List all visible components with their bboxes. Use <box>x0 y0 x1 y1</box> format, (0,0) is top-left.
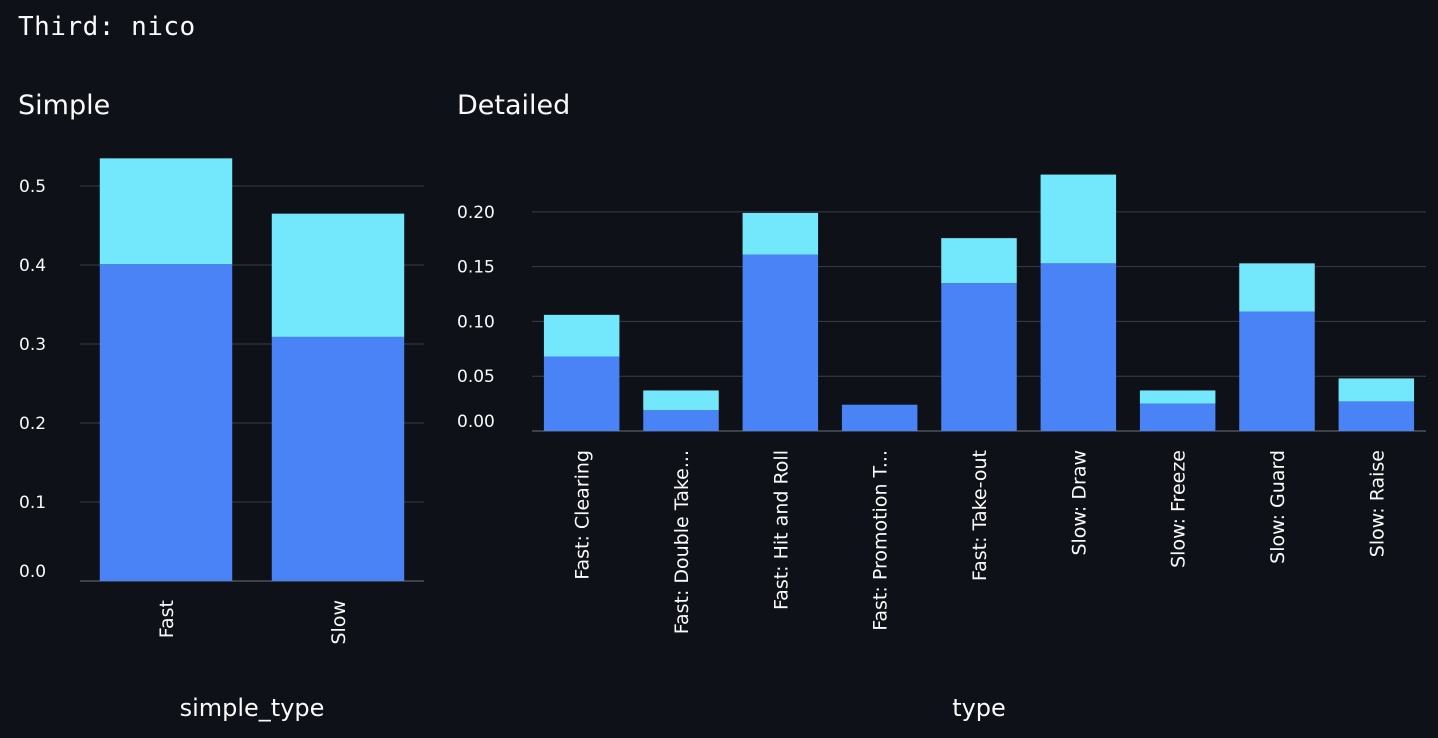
bar-fast-take-out-series-2 <box>941 238 1017 284</box>
x-tick-label: Fast: Clearing <box>572 450 594 580</box>
bar-slow-series-2 <box>271 213 405 337</box>
y-tick-label: 0.00 <box>457 412 495 432</box>
x-tick-label: Slow <box>328 600 350 645</box>
bar-fast-promotion-t-series-1 <box>841 404 918 431</box>
bar-slow-freeze-series-2 <box>1139 390 1216 404</box>
bar-fast-hit-and-roll-series-2 <box>742 212 819 255</box>
x-tick-label: Fast <box>156 600 178 638</box>
bar-slow-raise-series-2 <box>1338 378 1415 402</box>
x-tick-label: Fast: Take-out <box>969 450 991 581</box>
x-axis-title: type <box>952 694 1006 722</box>
x-tick-label: Fast: Hit and Roll <box>770 450 792 610</box>
bar-fast-take-out-series-1 <box>941 283 1017 431</box>
x-tick-label: Slow: Freeze <box>1168 450 1190 568</box>
x-tick-label: Slow: Guard <box>1267 450 1289 564</box>
bar-fast-clearing-series-1 <box>543 356 620 431</box>
y-tick-label: 0.5 <box>19 177 46 197</box>
x-axis-title: simple_type <box>180 694 325 722</box>
y-tick-label: 0.20 <box>457 203 495 223</box>
y-tick-label: 0.0 <box>19 562 46 582</box>
x-tick-label: Fast: Double Take... <box>671 450 693 634</box>
y-tick-label: 0.3 <box>19 335 46 355</box>
y-tick-label: 0.10 <box>457 312 495 332</box>
detailed-chart-title: Detailed <box>457 90 571 121</box>
bar-slow-guard-series-2 <box>1239 263 1315 312</box>
bar-slow-raise-series-1 <box>1338 401 1415 431</box>
y-tick-label: 0.05 <box>457 367 495 387</box>
bar-slow-freeze-series-1 <box>1139 403 1216 431</box>
x-tick-label: Slow: Draw <box>1068 450 1090 556</box>
simple-chart-title: Simple <box>18 90 111 121</box>
bar-slow-series-1 <box>271 336 405 581</box>
bar-slow-guard-series-1 <box>1239 311 1315 431</box>
simple-chart: 0.0 0.1 0.2 0.3 0.4 0.5 Fast Slow simple_type <box>19 158 424 722</box>
y-tick-label: 0.4 <box>19 256 46 276</box>
y-tick-label: 0.2 <box>19 414 46 434</box>
y-tick-label: 0.1 <box>19 493 46 513</box>
bar-fast-double-take-series-1 <box>643 410 719 431</box>
x-tick-label: Slow: Raise <box>1366 450 1388 557</box>
bar-slow-draw-series-2 <box>1040 174 1117 264</box>
y-tick-label: 0.15 <box>457 258 495 278</box>
bar-slow-draw-series-1 <box>1040 263 1117 431</box>
x-tick-label: Fast: Promotion T... <box>870 450 892 631</box>
bar-fast-double-take-series-2 <box>643 390 719 411</box>
bar-fast-series-2 <box>99 158 233 265</box>
page-header: Third: nico <box>18 12 196 42</box>
bar-fast-hit-and-roll-series-1 <box>742 254 819 431</box>
bar-fast-series-1 <box>99 264 233 581</box>
bar-fast-clearing-series-2 <box>543 314 620 357</box>
